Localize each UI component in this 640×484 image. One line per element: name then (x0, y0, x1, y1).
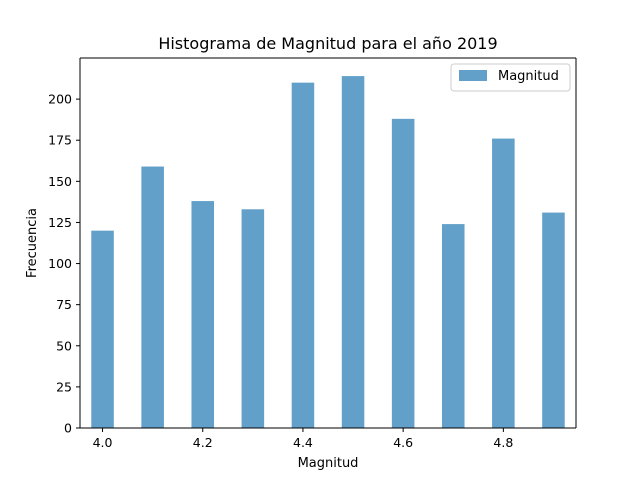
histogram-bar (291, 82, 315, 429)
y-axis-label: Frecuencia (25, 208, 40, 278)
y-tick-label: 100 (48, 256, 72, 271)
y-tick-label: 75 (56, 297, 72, 312)
x-tick-label: 4.4 (293, 435, 313, 450)
y-tick-label: 175 (48, 133, 72, 148)
histogram-bar (492, 138, 515, 429)
y-tick-label: 0 (64, 421, 72, 436)
x-tick-label: 4.6 (393, 435, 413, 450)
chart-title: Histograma de Magnitud para el año 2019 (158, 34, 497, 53)
histogram-bar (241, 209, 265, 428)
histogram-bar (391, 118, 415, 428)
legend-entry-label: Magnitud (498, 69, 559, 84)
legend-swatch (459, 70, 487, 81)
x-axis-ticks: 4.0 4.2 4.4 4.6 4.8 (93, 428, 513, 450)
y-tick-label: 125 (48, 215, 72, 230)
y-tick-label: 150 (48, 174, 72, 189)
y-tick-label: 25 (56, 379, 72, 394)
y-axis-ticks: 0 25 50 75 100 125 150 175 200 (48, 92, 80, 436)
histogram-bar (191, 201, 215, 428)
histogram-bar (91, 230, 114, 428)
histogram-bar (441, 224, 465, 428)
histogram-bar (542, 212, 565, 428)
x-tick-label: 4.8 (493, 435, 513, 450)
x-axis-label: Magnitud (298, 456, 359, 471)
x-tick-label: 4.0 (93, 435, 113, 450)
y-tick-label: 200 (48, 92, 72, 107)
histogram-bar (141, 166, 164, 429)
histogram-bar (341, 76, 365, 428)
bars-group (91, 76, 565, 429)
legend: Magnitud (450, 63, 571, 92)
x-tick-label: 4.2 (193, 435, 213, 450)
y-tick-label: 50 (56, 338, 72, 353)
axes-frame (79, 57, 577, 429)
